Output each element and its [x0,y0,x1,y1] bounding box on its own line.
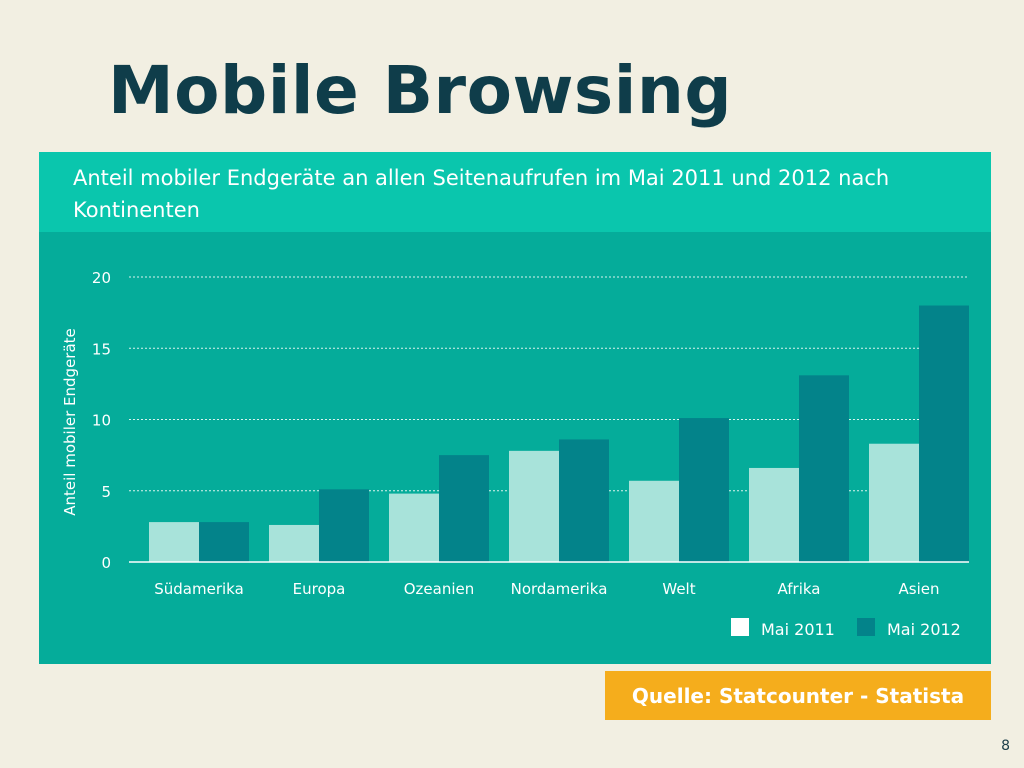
bar-2011 [509,450,559,562]
bar-2011 [749,467,799,562]
y-tick-label: 5 [101,483,111,501]
x-tick-label: Afrika [778,580,821,598]
x-tick-label: Nordamerika [511,580,608,598]
bar-2012 [919,305,969,562]
legend: Mai 2011 Mai 2012 [731,618,961,639]
x-tick-label: Asien [899,580,940,598]
legend-swatch [731,618,749,636]
bar-2012 [199,522,249,562]
y-axis-ticks: 0 5 10 15 20 [92,269,111,572]
chart-header: Anteil mobiler Endgeräte an allen Seiten… [39,152,991,232]
slide-title: Mobile Browsing [108,52,733,129]
x-axis-ticks: Südamerika Europa Ozeanien Nordamerika Welt A… [154,580,939,598]
legend-label: Mai 2012 [887,620,961,639]
source-label: Quelle: Statcounter - Statista [605,671,991,720]
bar-2012 [679,418,729,562]
bars [149,305,969,562]
y-tick-label: 20 [92,269,111,287]
bar-2011 [149,522,199,562]
x-tick-label: Welt [662,580,695,598]
bar-2012 [799,375,849,562]
bar-2011 [269,524,319,562]
bar-2012 [559,439,609,562]
legend-label: Mai 2011 [761,620,835,639]
bar-2011 [389,493,439,562]
x-tick-label: Ozeanien [404,580,475,598]
bar-2011 [869,443,919,562]
bar-2012 [319,489,369,562]
bar-2012 [439,455,489,562]
bar-2011 [629,480,679,562]
bar-chart: 0 5 10 15 20 Südamerika Europa Ozeanien Nordame… [61,269,969,639]
y-tick-label: 15 [92,340,111,358]
y-tick-label: 10 [92,412,111,430]
legend-swatch [857,618,875,636]
x-tick-label: Europa [293,580,346,598]
page-number: 8 [1001,738,1010,754]
chart-title: Anteil mobiler Endgeräte an allen Seiten… [73,166,890,222]
y-tick-label: 0 [101,554,111,572]
x-tick-label: Südamerika [154,580,244,598]
y-axis-label: Anteil mobiler Endgeräte [61,328,79,516]
chart-panel: Anteil mobiler Endgeräte an allen Seiten… [39,152,991,664]
